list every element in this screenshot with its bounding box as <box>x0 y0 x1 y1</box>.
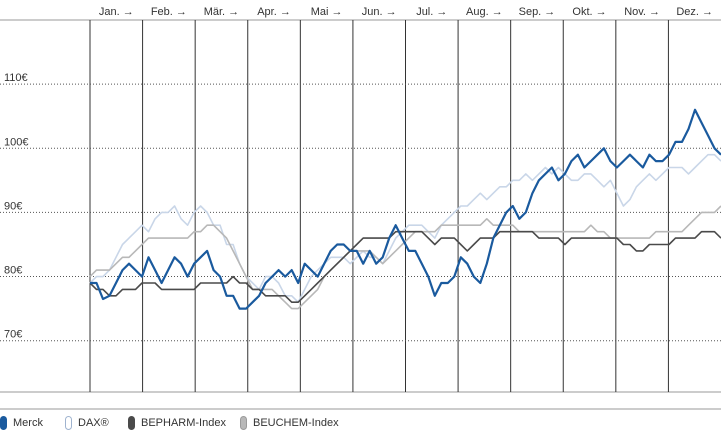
legend-item-dax: DAX® <box>65 416 109 430</box>
legend-label-bepharm: BEPHARM-Index <box>141 417 226 429</box>
x-tick-label: Okt. → <box>572 6 606 18</box>
legend-item-bepharm: BEPHARM-Index <box>128 416 226 430</box>
x-tick-label: Jun. → <box>362 6 397 18</box>
legend-swatch-dax <box>65 416 72 430</box>
y-tick-label: 70€ <box>4 329 22 341</box>
legend-swatch-beuchem <box>240 416 247 430</box>
legend-swatch-merck <box>0 416 7 430</box>
x-tick-label: Mai → <box>311 6 343 18</box>
series-lines <box>89 108 721 310</box>
series-line-bepharm-index <box>89 230 721 304</box>
legend-label-merck: Merck <box>13 417 43 429</box>
series-line-dax <box>89 153 721 304</box>
x-tick-label: Aug. → <box>466 6 503 18</box>
legend-swatch-bepharm <box>128 416 135 430</box>
legend: Merck DAX® BEPHARM-Index BEUCHEM-Index <box>0 412 721 435</box>
x-tick-label: Feb. → <box>151 6 187 18</box>
legend-item-merck: Merck <box>0 416 43 430</box>
series-line-merck <box>90 108 721 310</box>
y-tick-label: 110€ <box>4 72 28 84</box>
legend-label-beuchem: BEUCHEM-Index <box>253 417 339 429</box>
legend-item-beuchem: BEUCHEM-Index <box>240 416 339 430</box>
x-tick-label: Mär. → <box>204 6 239 18</box>
grid <box>0 19 721 410</box>
y-tick-label: 100€ <box>4 136 28 148</box>
x-tick-label: Sep. → <box>519 6 556 18</box>
x-tick-label: Nov. → <box>624 6 660 18</box>
y-tick-label: 90€ <box>4 200 22 212</box>
axis-labels: Jan. → Feb. → Mär. → Apr. → Mai → Jun. → Jul. … <box>4 6 713 341</box>
x-tick-label: Jul. → <box>416 6 447 18</box>
x-tick-label: Jan. → <box>99 6 134 18</box>
x-tick-label: Dez. → <box>676 6 713 18</box>
y-tick-label: 80€ <box>4 265 22 277</box>
x-tick-label: Apr. → <box>257 6 291 18</box>
legend-label-dax: DAX® <box>78 417 109 429</box>
